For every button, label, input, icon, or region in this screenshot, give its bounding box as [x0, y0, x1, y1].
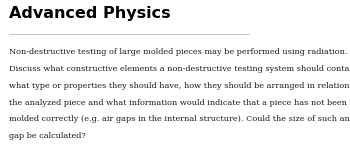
Text: what type or properties they should have, how they should be arranged in relatio: what type or properties they should have…	[9, 82, 350, 90]
Text: Advanced Physics: Advanced Physics	[9, 6, 171, 21]
Text: gap be calculated?: gap be calculated?	[9, 132, 86, 140]
Text: Non-destructive testing of large molded pieces may be performed using radiation.: Non-destructive testing of large molded …	[9, 48, 348, 56]
Text: molded correctly (e.g. air gaps in the internal structure). Could the size of su: molded correctly (e.g. air gaps in the i…	[9, 115, 350, 123]
Text: Discuss what constructive elements a non-destructive testing system should conta: Discuss what constructive elements a non…	[9, 65, 350, 73]
Text: the analyzed piece and what information would indicate that a piece has not been: the analyzed piece and what information …	[9, 99, 347, 107]
